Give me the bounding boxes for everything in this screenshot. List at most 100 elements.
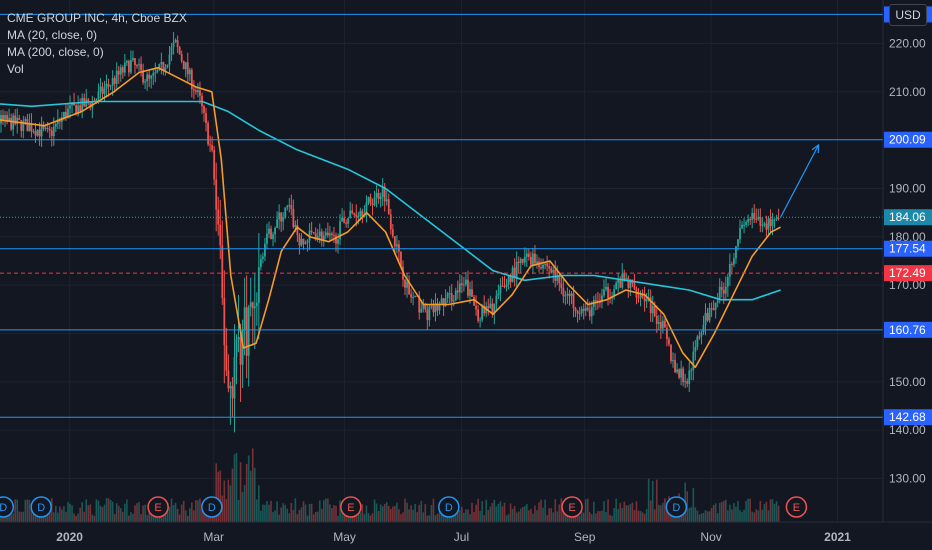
volume-bar [487,509,490,522]
volume-bar [426,515,429,522]
candle-body [130,59,132,73]
event-marker-circle [201,496,223,518]
volume-bar [692,488,695,522]
candle-body [168,54,171,65]
volume-bar [383,504,386,522]
volume-bar [298,509,301,522]
volume-bar [361,504,364,522]
candle-body [2,114,4,120]
candle-body [119,67,122,75]
candle-body [337,239,339,244]
candle-body [14,115,17,125]
volume-bar [18,511,21,522]
price-tick-label: 150.00 [889,375,926,389]
candle-body [117,70,120,75]
volume-bar [509,503,512,522]
earnings-marker[interactable]: E [785,496,808,518]
candle-body [298,235,301,246]
volume-bar [438,504,441,522]
candle-body [674,360,676,373]
volume-bar [763,503,766,522]
volume-bar [310,503,313,522]
candle-body [284,207,287,218]
candle-body [10,117,13,130]
dividend-marker[interactable]: D [665,496,688,518]
dividend-marker[interactable]: D [30,496,52,518]
candle-body [641,293,644,298]
candle-body [649,297,652,314]
dividend-marker[interactable]: D [438,496,460,518]
candle-body [513,267,516,278]
earnings-marker[interactable]: E [147,496,169,518]
candle-body [497,293,500,296]
volume-bar [660,505,662,522]
volume-bar [552,512,555,522]
candle-body [450,293,453,302]
candle-body [436,303,439,311]
candle-body [586,307,589,311]
volume-bar [454,514,457,522]
volume-bar [375,503,378,522]
volume-bar [434,515,437,522]
volume-bar [515,512,518,522]
volume-legend[interactable]: Vol [7,62,24,76]
volume-bar [580,509,583,522]
volume-bar [225,499,228,522]
candle-body [708,308,711,321]
volume-bar [329,504,331,522]
candle-body [550,268,553,273]
candle-body [138,64,140,66]
volume-bar [722,500,725,522]
candle-body [574,308,577,312]
candle-body [590,306,593,317]
volume-bar [664,498,666,522]
ma20-legend[interactable]: MA (20, close, 0) [7,28,98,42]
candle-body [123,62,126,73]
candle-body [199,90,201,96]
volume-bar [367,513,370,522]
candle-body [97,91,100,100]
candle-body [544,263,547,265]
candle-body [341,217,343,222]
candle-body [672,360,674,362]
earnings-marker[interactable]: E [561,496,583,518]
earnings-marker[interactable]: E [340,496,362,518]
volume-bar [186,515,189,522]
candle-body [192,89,195,91]
volume-bar [775,501,778,522]
volume-bar [166,504,169,522]
volume-bar [641,512,644,522]
candle-body [599,301,601,303]
volume-bar [720,501,723,522]
volume-bar [81,502,83,522]
candle-body [223,297,226,346]
candle-body [221,245,224,298]
candle-body [150,75,153,79]
dividend-marker[interactable]: D [0,496,15,518]
volume-bar [467,509,469,522]
candle-body [0,114,2,124]
volume-bar [398,509,400,522]
volume-bar [424,504,427,522]
volume-bar [521,506,524,522]
volume-bar [231,468,234,522]
volume-bar [83,511,86,522]
candle-body [56,119,59,124]
volume-bar [113,514,116,522]
level-tag [884,131,932,148]
dividend-marker[interactable]: D [201,496,223,518]
currency-button[interactable]: USD [889,4,927,26]
volume-bar [392,506,394,522]
candle-body [22,120,25,131]
volume-bar [524,506,526,522]
volume-bar [63,506,65,522]
candle-body [251,302,254,309]
candle-body [54,123,57,127]
candle-body [694,346,697,352]
volume-bar [603,501,605,522]
volume-bar [79,507,81,522]
ma200-legend[interactable]: MA (200, close, 0) [7,45,104,59]
candle-body [231,385,234,399]
